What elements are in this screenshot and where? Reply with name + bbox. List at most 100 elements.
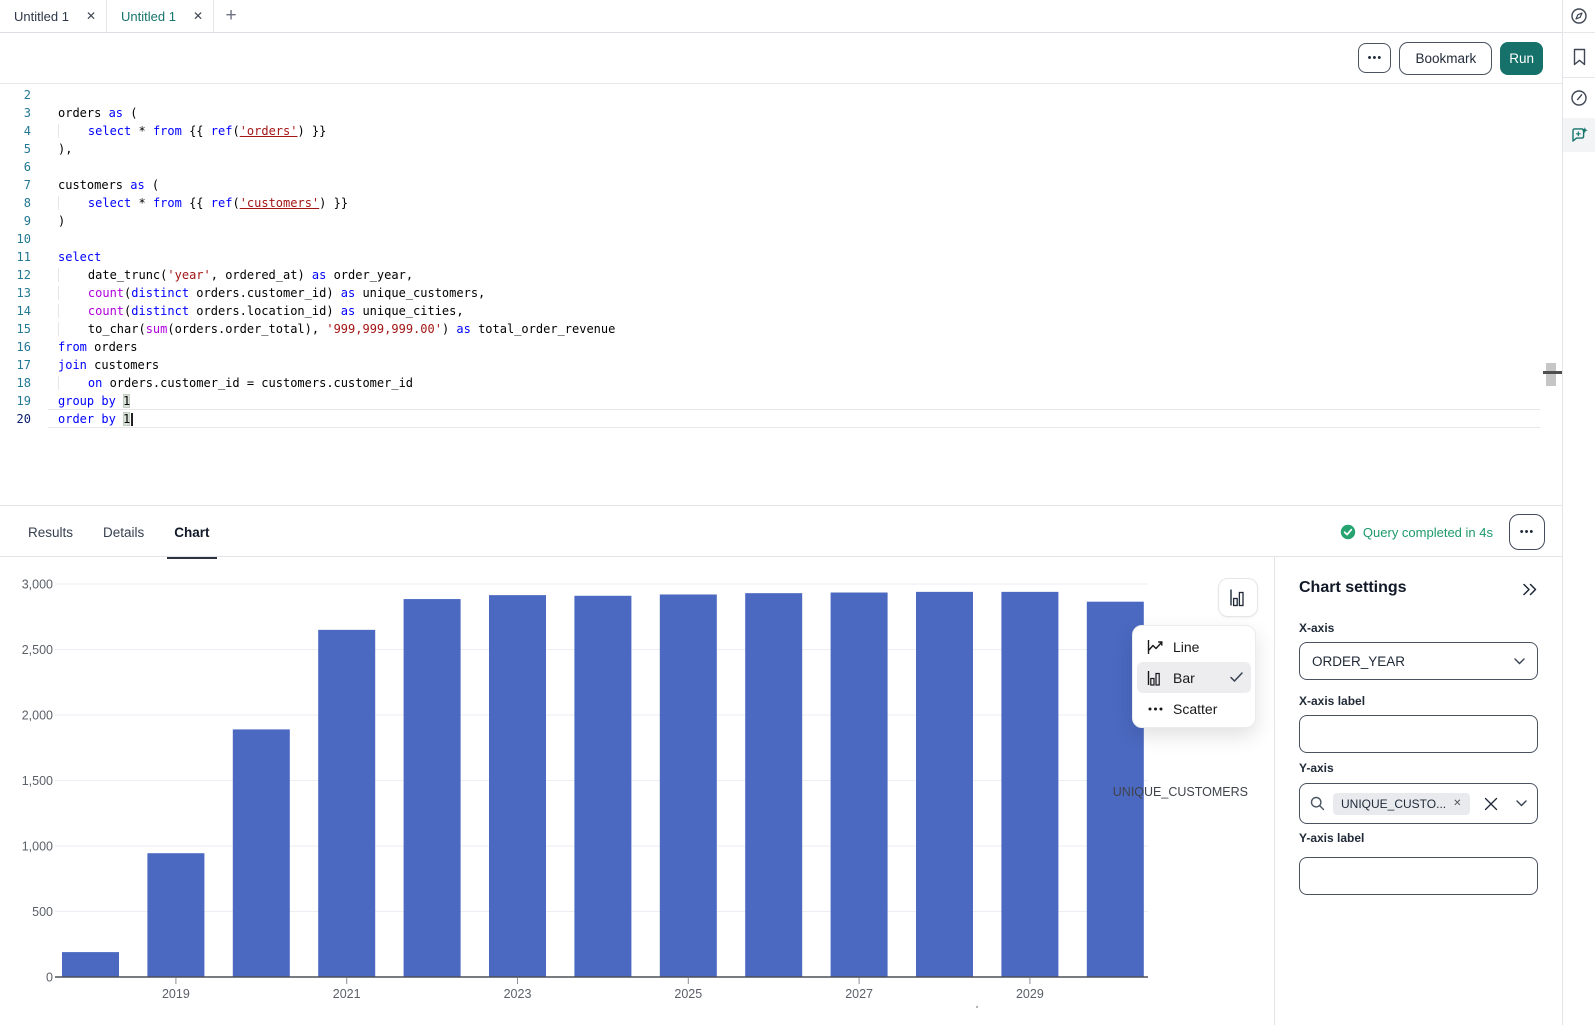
y-axis-title-input[interactable]	[1299, 857, 1538, 895]
history-clock-icon[interactable]	[1563, 86, 1595, 110]
line-number: 4	[23, 124, 31, 138]
chart-bar[interactable]	[916, 591, 973, 977]
y-tick-label: 1,500	[22, 774, 53, 788]
code-line[interactable]: 3 orders as (	[0, 104, 1562, 122]
tab-details[interactable]: Details	[103, 524, 145, 540]
x-tick-label: 2021	[333, 987, 361, 1001]
chart-type-button[interactable]	[1218, 578, 1258, 617]
x-axis-label: X-axis	[1299, 621, 1335, 635]
text-cursor	[131, 413, 133, 426]
right-icon-rail	[1562, 0, 1595, 1025]
code-line[interactable]: 13 count(distinct orders.customer_id) as…	[0, 284, 1562, 302]
code-line[interactable]: 20 order by 1	[0, 409, 1562, 428]
code-line[interactable]: 5),	[0, 140, 1562, 158]
scatter-chart-icon	[1148, 707, 1163, 710]
more-options-button[interactable]: •••	[1358, 43, 1392, 73]
menu-item-label: Scatter	[1173, 700, 1218, 717]
chart-type-menu: Line Bar Scatter	[1132, 625, 1256, 728]
code-line[interactable]: 18 on orders.customer_id = customers.cus…	[0, 374, 1562, 392]
chart-bar[interactable]	[659, 594, 717, 977]
chart-bar[interactable]	[830, 592, 888, 977]
editor-tab-2-active[interactable]: Untitled 1 ✕	[107, 0, 214, 32]
x-axis-title-input[interactable]	[1299, 715, 1538, 753]
code-line[interactable]: 16 from orders	[0, 338, 1562, 356]
line-chart-icon	[1147, 639, 1163, 654]
code-line[interactable]: 6	[0, 158, 1562, 176]
code-line[interactable]: 14 count(distinct orders.location_id) as…	[0, 302, 1562, 320]
chart-bar[interactable]	[62, 952, 119, 977]
chart-bar[interactable]	[232, 729, 290, 977]
bar-chart-icon	[1147, 670, 1160, 686]
y-tick-label: 1,000	[22, 840, 53, 854]
bar-chart: 0 500 1,000 1,500 2,000 2,500 3,000 2019 2021 202…	[22, 578, 1248, 1009]
line-number: 19	[16, 394, 31, 408]
chart-bar[interactable]	[1001, 591, 1059, 977]
chart-bar[interactable]	[745, 593, 803, 977]
bookmark-button[interactable]: Bookmark	[1399, 41, 1493, 75]
collapse-panel-icon[interactable]	[1522, 583, 1538, 596]
editor-scrollbar-thumb[interactable]	[1546, 363, 1556, 386]
y-tick-label: 2,500	[22, 643, 53, 657]
results-tabs: Results Details Chart	[28, 506, 217, 559]
code-line[interactable]: 12 date_trunc('year', ordered_at) as ord…	[0, 266, 1562, 284]
y-tick-label: 0	[46, 971, 53, 985]
line-number: 6	[23, 160, 31, 174]
line-number: 20	[16, 412, 31, 426]
code-line[interactable]: 10	[0, 230, 1562, 248]
code-editor[interactable]: 2 3 orders as (4 select * from {{ ref('ord…	[0, 84, 1562, 505]
tab-results[interactable]: Results	[28, 524, 74, 540]
chart-bar[interactable]	[489, 595, 546, 977]
menu-item-label: Bar	[1173, 669, 1195, 686]
line-number: 11	[16, 250, 31, 264]
editor-tab-1[interactable]: Untitled 1 ✕	[0, 0, 107, 32]
code-line[interactable]: 9)	[0, 212, 1562, 230]
line-number: 12	[16, 268, 31, 282]
close-icon[interactable]: ✕	[85, 9, 96, 23]
toolbar: ••• Bookmark Run	[0, 33, 1562, 84]
x-tick-label: 2023	[504, 987, 532, 1001]
y-axis-field-tag[interactable]: UNIQUE_CUSTO... ✕	[1333, 792, 1470, 815]
menu-item-bar-selected[interactable]: Bar	[1137, 662, 1251, 693]
tab-chart[interactable]: Chart	[167, 506, 217, 559]
series-legend-label: UNIQUE_CUSTOMERS	[1113, 785, 1248, 799]
code-line[interactable]: 11 select	[0, 248, 1562, 266]
chart-bar[interactable]	[574, 595, 632, 977]
results-more-button[interactable]: •••	[1509, 514, 1545, 550]
x-axis-select[interactable]: ORDER_YEAR	[1299, 642, 1538, 680]
editor-scrollbar-grip[interactable]	[1543, 371, 1562, 374]
code-line[interactable]: 4 select * from {{ ref('orders') }}	[0, 122, 1562, 140]
chart-bar[interactable]	[403, 599, 461, 977]
code-line[interactable]: 2	[0, 86, 1562, 104]
code-line[interactable]: 15 to_char(sum(orders.order_total), '999…	[0, 320, 1562, 338]
x-tick-label: 2027	[845, 987, 873, 1001]
line-number: 7	[23, 178, 31, 192]
y-axis-label: Y-axis	[1299, 761, 1334, 775]
code-line[interactable]: 17 join customers	[0, 356, 1562, 374]
chart-bar[interactable]	[147, 853, 205, 977]
menu-item-line[interactable]: Line	[1137, 631, 1251, 662]
chart-bar[interactable]	[318, 629, 376, 977]
code-line[interactable]: 8 select * from {{ ref('customers') }}	[0, 194, 1562, 212]
code-line[interactable]: 19 group by 1	[0, 392, 1562, 410]
line-number: 14	[16, 304, 31, 318]
clear-selection-icon[interactable]	[1484, 797, 1498, 811]
chart-settings-panel: Chart settings X-axis ORDER_YEAR X-axis …	[1274, 557, 1562, 1025]
bookmark-icon[interactable]	[1563, 45, 1595, 69]
query-status: Query completed in 4s	[1340, 506, 1493, 558]
line-number: 18	[16, 376, 31, 390]
x-tick-label: 2025	[674, 987, 702, 1001]
remove-tag-icon[interactable]: ✕	[1453, 798, 1462, 809]
menu-item-scatter[interactable]: Scatter	[1137, 693, 1251, 724]
query-status-text: Query completed in 4s	[1362, 524, 1493, 540]
line-number: 3	[23, 106, 31, 120]
y-axis-multiselect[interactable]: UNIQUE_CUSTO... ✕	[1299, 783, 1538, 824]
line-number: 17	[16, 358, 31, 372]
new-tab-button[interactable]: +	[225, 5, 237, 26]
close-icon[interactable]: ✕	[192, 9, 203, 23]
line-number: 13	[16, 286, 31, 300]
explore-compass-icon[interactable]	[1563, 4, 1595, 28]
ai-chat-sparkle-icon[interactable]	[1563, 118, 1595, 152]
run-button[interactable]: Run	[1500, 41, 1543, 75]
code-line[interactable]: 7 customers as (	[0, 176, 1562, 194]
